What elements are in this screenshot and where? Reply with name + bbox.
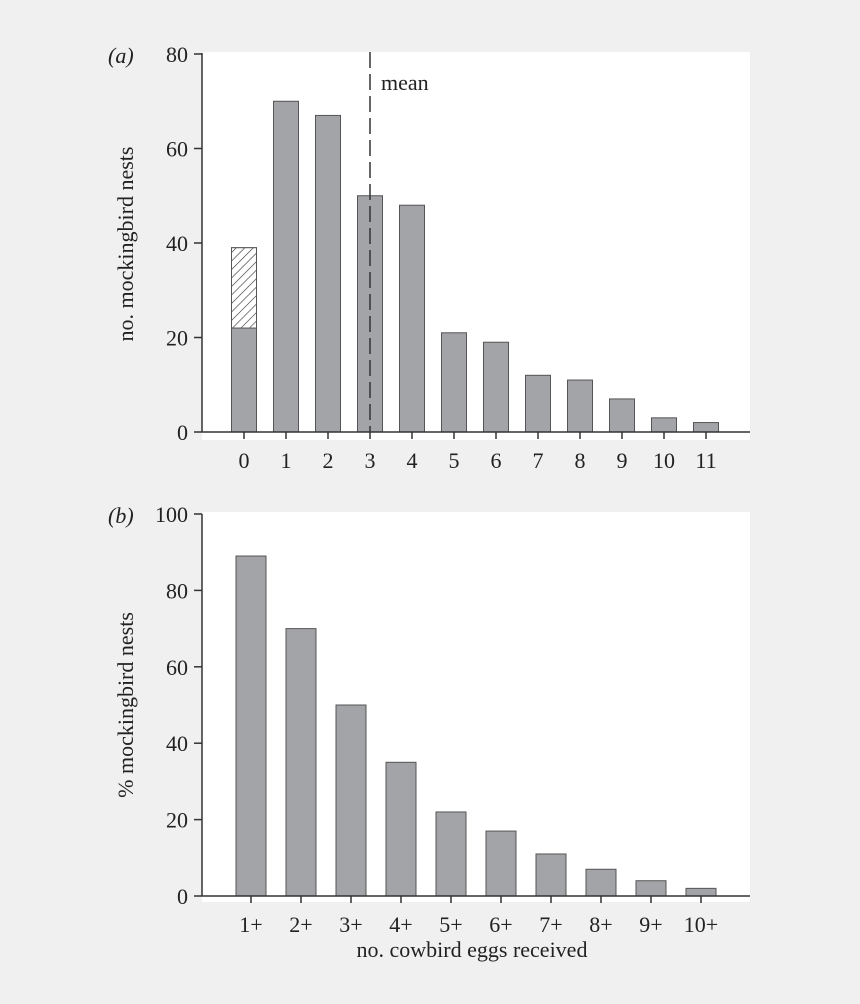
b-bar-2+ xyxy=(285,628,317,897)
a-bar-4 xyxy=(399,204,425,433)
a-bar-5 xyxy=(441,332,467,433)
b-x-tick-label: 7+ xyxy=(539,912,562,937)
panel-label-b: (b) xyxy=(108,503,134,528)
y-ticks-b: 0 20 40 60 80 100 xyxy=(155,502,202,909)
b-x-tick-label: 10+ xyxy=(684,912,718,937)
x-ticks-a: 0 1 2 3 4 5 6 7 8 9 10 11 xyxy=(239,432,717,473)
y-axis-label-a: no. mockingbird nests xyxy=(113,147,138,342)
a-bar-hatched-portion xyxy=(231,247,257,329)
bars-b xyxy=(235,555,717,897)
b-bar-1+ xyxy=(235,555,267,897)
b-x-tick-label: 3+ xyxy=(339,912,362,937)
b-y-tick-label: 20 xyxy=(166,808,188,833)
a-y-tick-label: 20 xyxy=(166,326,188,351)
a-x-tick-label: 6 xyxy=(491,448,502,473)
panel-a-chart: (a) no. mockingbird nests mean 020406080… xyxy=(108,42,750,473)
b-y-tick-label: 80 xyxy=(166,578,188,603)
a-bar-9 xyxy=(609,398,635,433)
b-x-tick-label: 9+ xyxy=(639,912,662,937)
a-bar-1 xyxy=(273,100,299,433)
a-x-tick-label: 7 xyxy=(533,448,544,473)
a-y-tick-label: 60 xyxy=(166,137,188,162)
a-y-tick-label: 80 xyxy=(166,42,188,67)
panel-label-a: (a) xyxy=(108,43,134,68)
a-x-tick-label: 4 xyxy=(407,448,418,473)
b-bar-10+ xyxy=(685,887,717,897)
a-x-tick-label: 11 xyxy=(695,448,716,473)
a-bar-8 xyxy=(567,379,593,433)
b-bar-5+ xyxy=(435,811,467,897)
a-x-tick-label: 1 xyxy=(281,448,292,473)
panel-b-chart: (b) % mockingbird nests 0 20 40 60 80 100 1+ 2… xyxy=(108,502,750,962)
b-y-tick-label: 0 xyxy=(177,884,188,909)
a-bar-7 xyxy=(525,374,551,433)
a-x-tick-label: 5 xyxy=(449,448,460,473)
b-x-tick-label: 8+ xyxy=(589,912,612,937)
b-bar-3+ xyxy=(335,704,367,897)
a-bar-10 xyxy=(651,417,677,433)
a-x-tick-label: 3 xyxy=(365,448,376,473)
y-axis-label-b: % mockingbird nests xyxy=(113,612,138,798)
mean-label: mean xyxy=(381,70,429,95)
a-bar-11 xyxy=(693,422,719,433)
bars-a xyxy=(231,100,719,433)
b-y-tick-label: 40 xyxy=(166,731,188,756)
b-y-tick-label: 60 xyxy=(166,655,188,680)
b-bar-7+ xyxy=(535,853,567,897)
a-x-tick-label: 10 xyxy=(653,448,675,473)
a-y-tick-label: 40 xyxy=(166,231,188,256)
b-bar-4+ xyxy=(385,761,417,897)
a-x-tick-label: 2 xyxy=(323,448,334,473)
a-x-tick-label: 9 xyxy=(617,448,628,473)
b-bar-8+ xyxy=(585,868,617,897)
y-ticks-a: 0 20 40 60 80 xyxy=(166,42,202,445)
b-x-tick-label: 2+ xyxy=(289,912,312,937)
b-x-tick-label: 6+ xyxy=(489,912,512,937)
b-bar-9+ xyxy=(635,880,667,897)
b-x-tick-label: 5+ xyxy=(439,912,462,937)
b-bar-6+ xyxy=(485,830,517,897)
plot-area-b xyxy=(202,512,750,902)
a-bar-6 xyxy=(483,341,509,433)
b-x-tick-label: 4+ xyxy=(389,912,412,937)
a-y-tick-label: 0 xyxy=(177,420,188,445)
b-y-tick-label: 100 xyxy=(155,502,188,527)
b-x-tick-label: 1+ xyxy=(239,912,262,937)
a-x-tick-label: 8 xyxy=(575,448,586,473)
a-x-tick-label: 0 xyxy=(239,448,250,473)
x-axis-label-b: no. cowbird eggs received xyxy=(357,937,588,962)
x-ticks-b: 1+ 2+ 3+ 4+ 5+ 6+ 7+ 8+ 9+ 10+ xyxy=(239,896,718,937)
a-bar-2 xyxy=(315,114,341,433)
